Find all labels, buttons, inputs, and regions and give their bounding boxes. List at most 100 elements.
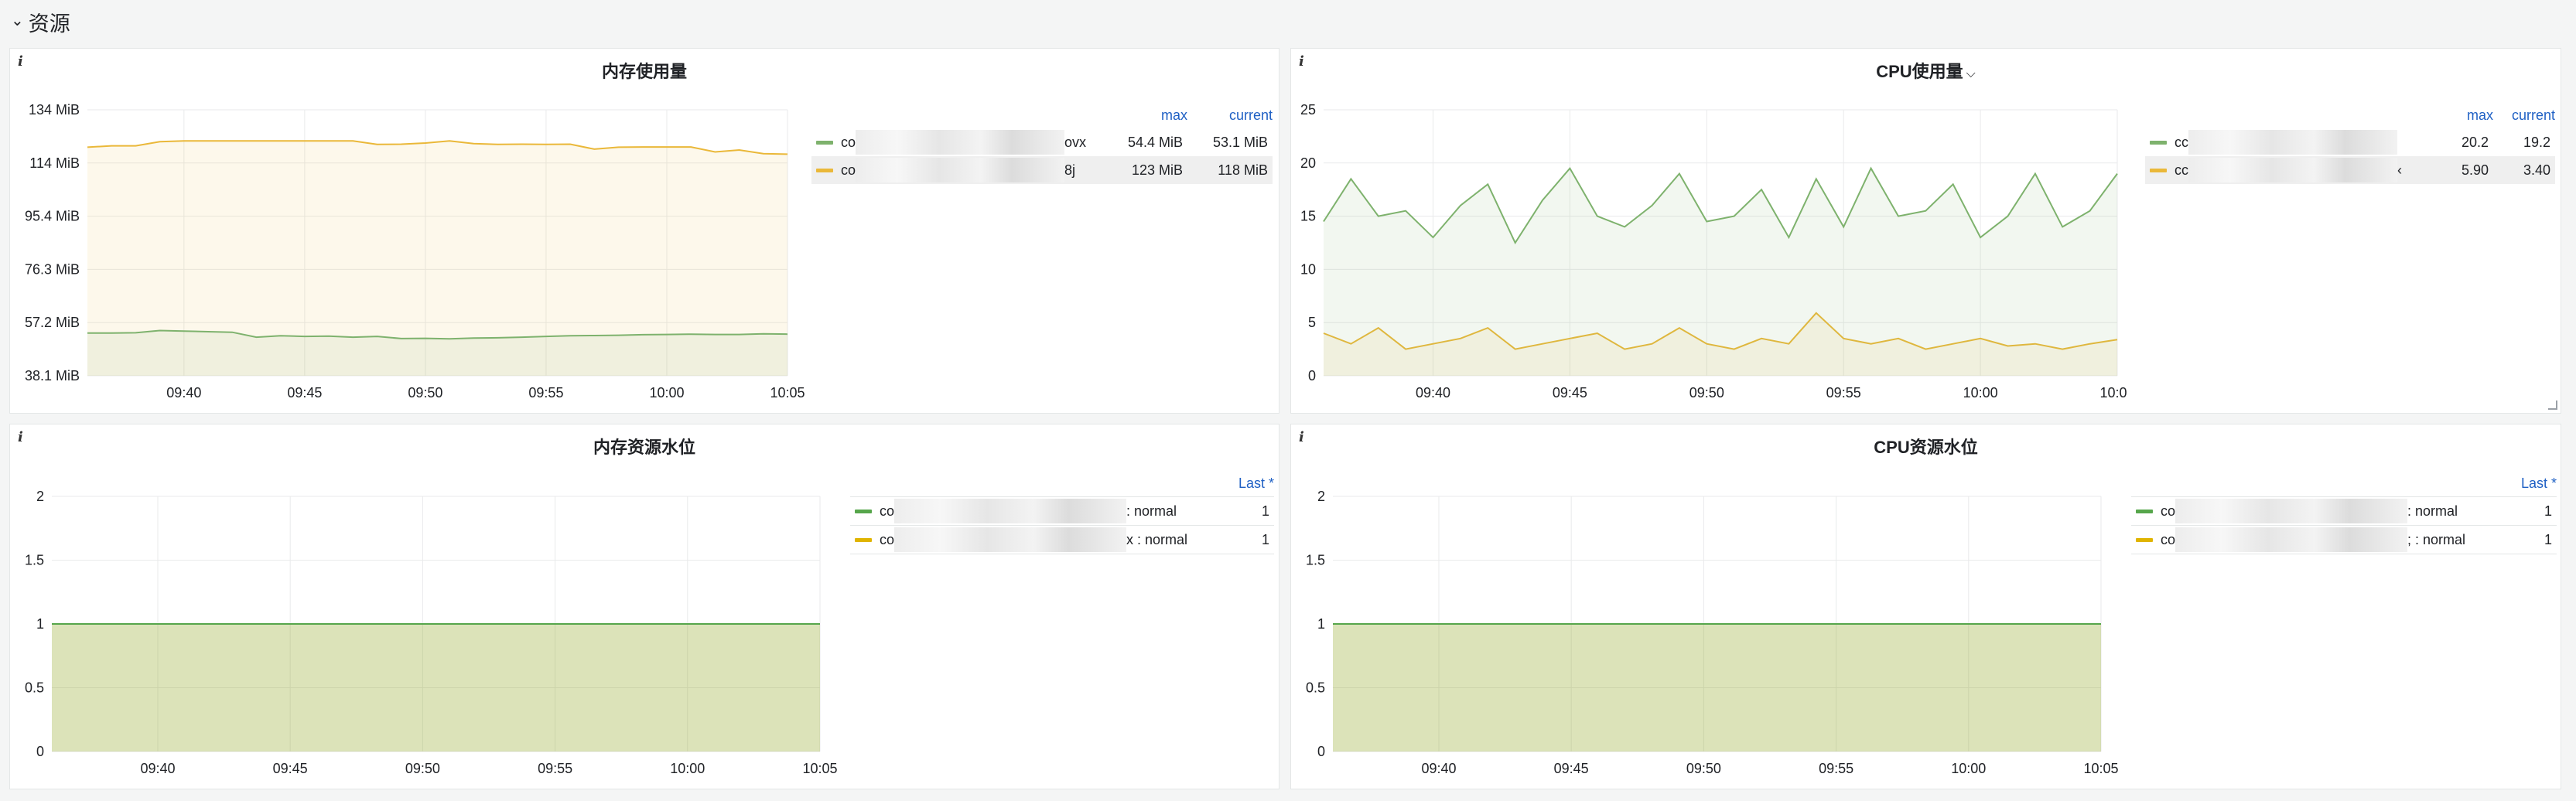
x-tick-label: 10:05	[2099, 385, 2127, 400]
cpu-usage-graph[interactable]: 25 20 15 10 5 0 09:40 09:45 09:50 09:55 10:00 10:05	[1291, 49, 2127, 412]
resize-handle[interactable]	[2548, 400, 2557, 410]
series-swatch	[816, 168, 833, 172]
y-tick-label: 20	[1300, 155, 1316, 171]
series-name-prefix: co	[880, 531, 895, 547]
panel-title[interactable]: CPU资源水位	[1874, 438, 1978, 457]
x-tick-label: 09:45	[1553, 385, 1587, 400]
x-tick-label: 09:45	[287, 385, 322, 400]
x-tick-label: 09:50	[408, 385, 442, 400]
x-tick-label: 09:55	[528, 385, 563, 400]
panel-cpu-level: i CPU资源水位 2 1.5 1 0.5 0 09:40 09:45 09:50 09:55 1…	[1290, 424, 2561, 789]
series-name-prefix: co	[2161, 503, 2176, 519]
series-swatch	[2136, 509, 2153, 513]
series-swatch	[2150, 140, 2167, 145]
series-name-suffix: : normal	[1126, 503, 1177, 519]
x-tick-label: 09:55	[538, 761, 572, 776]
series-name-suffix: ‹	[2397, 162, 2402, 178]
y-tick-label: 38.1 MiB	[25, 368, 80, 383]
memory-level-legend: Last * co: normal 1 co x : normal 1	[850, 475, 1274, 554]
x-tick-label: 09:50	[1686, 761, 1721, 776]
memory-legend: max current co ovx 54.4 MiB 53.1 MiB co 8j…	[811, 107, 1273, 184]
x-tick-label: 09:40	[1416, 385, 1450, 400]
series-area	[1333, 624, 2101, 752]
legend-max: 5.90	[2439, 156, 2493, 184]
legend-row[interactable]: co ovx 54.4 MiB 53.1 MiB	[811, 128, 1273, 156]
cpu-legend: max current cc 20.2 19.2 cc ‹ 5.90 3.40	[2145, 107, 2555, 184]
series-name-prefix: cc	[2175, 134, 2188, 150]
series-area	[52, 624, 820, 752]
chevron-down-icon[interactable]: ⌵	[1966, 67, 1976, 80]
legend-row[interactable]: cc ‹ 5.90 3.40	[2145, 156, 2555, 184]
series-name-prefix: cc	[2175, 162, 2188, 178]
redacted-series-name	[894, 527, 1127, 552]
x-tick-label: 09:55	[1819, 761, 1853, 776]
chevron-down-icon: ⌄	[11, 12, 24, 29]
y-tick-label: 2	[1317, 489, 1325, 504]
x-tick-label: 10:05	[802, 761, 837, 776]
row-header-resources[interactable]: ⌄ 资源	[11, 6, 70, 37]
series-area	[52, 624, 820, 752]
y-tick-label: 15	[1300, 209, 1316, 224]
info-icon[interactable]: i	[1299, 53, 1304, 70]
info-icon[interactable]: i	[1299, 429, 1304, 445]
redacted-series-name	[2175, 527, 2408, 552]
legend-header-current[interactable]: current	[2511, 107, 2555, 123]
y-tick-label: 2	[36, 489, 44, 504]
x-tick-label: 10:00	[649, 385, 684, 400]
legend-row[interactable]: co 8j 123 MiB 118 MiB	[811, 156, 1273, 184]
legend-last: 1	[2544, 531, 2552, 547]
legend-header-current[interactable]: current	[1228, 107, 1273, 123]
redacted-series-name	[2188, 130, 2397, 155]
y-tick-label: 57.2 MiB	[25, 315, 80, 330]
legend-row[interactable]: co ; : normal 1	[2131, 526, 2557, 554]
info-icon[interactable]: i	[18, 53, 23, 70]
legend-header-last[interactable]: Last *	[2520, 475, 2557, 491]
x-tick-label: 09:55	[1826, 385, 1861, 400]
series-swatch	[2150, 168, 2167, 172]
series-name-suffix: x : normal	[1126, 531, 1188, 547]
legend-header-max[interactable]: max	[2466, 107, 2493, 123]
x-tick-label: 10:00	[670, 761, 705, 776]
y-tick-label: 95.4 MiB	[25, 209, 80, 224]
x-tick-label: 09:40	[1421, 761, 1456, 776]
panel-title[interactable]: 内存使用量	[601, 62, 687, 81]
memory-usage-graph[interactable]: 134 MiB 114 MiB 95.4 MiB 76.3 MiB 57.2 MiB 38…	[10, 49, 807, 412]
legend-header-last[interactable]: Last *	[1238, 475, 1274, 491]
memory-level-graph[interactable]: 2 1.5 1 0.5 0 09:40 09:45 09:50 09:55 10:00 10:05	[10, 424, 853, 788]
legend-last: 1	[1261, 503, 1269, 519]
panel-memory-level: i 内存资源水位 2 1.5 1 0.5 0 09:40 09:45 09:50 09:55 10…	[9, 424, 1279, 789]
series-swatch	[855, 537, 872, 542]
y-tick-label: 1.5	[25, 553, 44, 568]
redacted-series-name	[856, 158, 1065, 182]
panel-title[interactable]: 内存资源水位	[593, 438, 695, 457]
legend-header-max[interactable]: max	[1160, 107, 1187, 123]
x-tick-label: 09:50	[1689, 385, 1724, 400]
y-tick-label: 114 MiB	[29, 155, 80, 171]
legend-max: 123 MiB	[1118, 156, 1187, 184]
redacted-series-name	[894, 499, 1127, 523]
x-tick-label: 10:00	[1951, 761, 1986, 776]
y-tick-label: 1.5	[1306, 553, 1325, 568]
x-tick-label: 10:05	[770, 385, 805, 400]
y-tick-label: 25	[1300, 102, 1316, 118]
legend-row[interactable]: co: normal 1	[2131, 496, 2557, 526]
legend-current: 19.2	[2523, 134, 2550, 150]
series-name-suffix: ; : normal	[2407, 531, 2466, 547]
cpu-level-graph[interactable]: 2 1.5 1 0.5 0 09:40 09:45 09:50 09:55 10:00 10:05	[1291, 424, 2134, 788]
series-area	[1324, 168, 2117, 376]
y-tick-label: 5	[1308, 315, 1316, 330]
legend-row[interactable]: co x : normal 1	[850, 526, 1274, 554]
y-tick-label: 1	[1317, 616, 1325, 632]
legend-row[interactable]: cc 20.2 19.2	[2145, 128, 2555, 156]
legend-row[interactable]: co: normal 1	[850, 496, 1274, 526]
series-name-prefix: co	[841, 134, 856, 150]
x-tick-label: 09:45	[1554, 761, 1589, 776]
x-tick-label: 09:50	[405, 761, 440, 776]
series-line	[1323, 312, 2118, 350]
panel-title[interactable]: CPU使用量 ⌵	[1876, 62, 1976, 81]
info-icon[interactable]: i	[18, 429, 23, 445]
y-tick-label: 10	[1300, 261, 1316, 277]
panel-cpu-usage: i CPU使用量 ⌵ 25 20 15 10 5 0 09:40 09:45 09:50 09:55…	[1290, 48, 2561, 414]
x-tick-label: 09:40	[140, 761, 175, 776]
legend-max: 20.2	[2461, 134, 2489, 150]
